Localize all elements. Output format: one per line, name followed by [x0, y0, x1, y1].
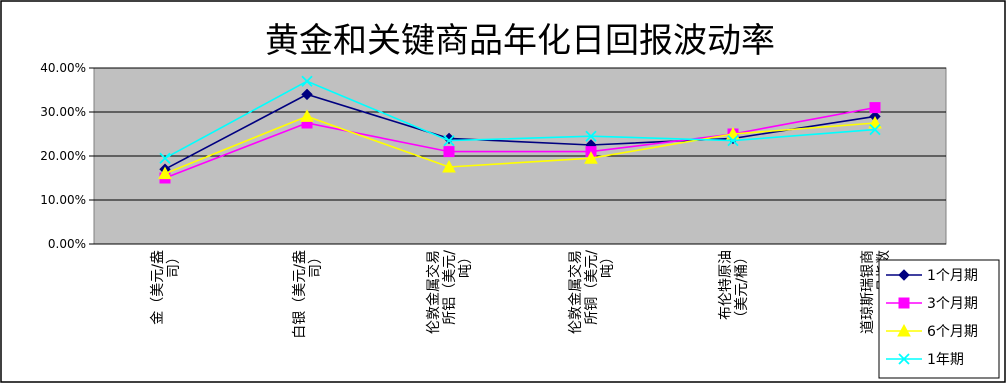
legend-marker-1 — [898, 269, 910, 281]
data-point — [868, 115, 882, 129]
legend-label-2: 3个月期 — [927, 296, 978, 312]
legend-label-3: 6个月期 — [927, 324, 978, 340]
marker-stroke — [869, 123, 881, 136]
marker-stroke — [585, 130, 597, 142]
marker-stroke — [443, 134, 455, 147]
data-point — [442, 159, 456, 173]
series-line-2 — [164, 106, 876, 179]
data-point — [584, 151, 598, 164]
data-point — [585, 130, 597, 142]
legend-label-1: 1个月期 — [927, 268, 978, 284]
x-tick-label: 伦敦金属交易 所铜（美元/吨） — [567, 250, 616, 334]
data-point — [300, 109, 314, 122]
legend-marker-3 — [897, 323, 911, 337]
x-tick-label-line: 布伦特原油 — [718, 250, 734, 320]
data-point — [301, 88, 313, 101]
legend-marker-4 — [898, 353, 910, 365]
x-tick-label-line: 所铝（美元/ — [442, 250, 458, 325]
x-tick-label-line: 伦敦金属交易 — [425, 250, 442, 334]
x-tick-label-line: 所铜（美元/ — [584, 250, 600, 325]
data-point — [443, 134, 455, 147]
marker-stroke — [301, 75, 313, 87]
y-tick-label: 30.00% — [40, 105, 86, 119]
legend-marker-2 — [898, 297, 910, 309]
y-tick-label: 40.00% — [40, 61, 86, 75]
series-line-1 — [164, 93, 876, 170]
series-layer — [158, 75, 882, 184]
series-line-4 — [164, 80, 876, 159]
x-tick-label-line: 吨） — [458, 250, 474, 278]
y-tick-label: 10.00% — [40, 193, 86, 207]
data-point — [301, 75, 313, 87]
x-tick-label-line: 道琼斯瑞银商 — [860, 250, 876, 334]
x-tick-label-line: 白银（美元/盎 — [292, 250, 308, 339]
x-tick-label-line: 金（美元/盎 — [150, 250, 166, 325]
x-tick-label-line: 司） — [166, 250, 182, 278]
x-tick-label-line: 吨） — [600, 250, 616, 278]
legend-label-4: 1年期 — [927, 352, 964, 368]
data-point — [869, 123, 881, 136]
chart-legend: 1个月期 3个月期 6个月期 1年期 — [878, 259, 1000, 379]
x-tick-labels: 金（美元/盎 司） 白银（美元/盎 司） 伦敦金属交易 所铝（美元/吨） 伦敦金属交易 所铜（… — [150, 250, 892, 339]
marker-stroke — [727, 134, 739, 147]
x-tick-label-line: 司） — [308, 250, 324, 278]
data-point — [869, 102, 881, 114]
x-tick-label: 布伦特原油 （美元/桶） — [718, 250, 750, 325]
y-tick-label: 0.00% — [48, 237, 86, 251]
series-line-3 — [164, 115, 876, 175]
data-point — [443, 146, 455, 158]
grid-layer — [89, 67, 946, 245]
marker-stroke — [159, 152, 171, 164]
data-point — [158, 166, 172, 180]
legend-items: 1个月期 3个月期 6个月期 1年期 — [886, 268, 978, 368]
y-tick-label: 20.00% — [40, 149, 86, 163]
marker-stroke — [898, 353, 910, 365]
data-point — [159, 152, 171, 164]
chart-title: 黄金和关键商品年化日回报波动率 — [265, 21, 775, 61]
data-point — [726, 126, 740, 140]
x-tick-label: 白银（美元/盎 司） — [292, 250, 324, 339]
y-tick-labels: 0.00% 10.00% 20.00% 30.00% 40.00% — [40, 61, 86, 251]
x-tick-label: 伦敦金属交易 所铝（美元/吨） — [425, 250, 474, 334]
data-point — [727, 134, 739, 147]
x-tick-label-line: （美元/桶） — [734, 250, 750, 325]
x-tick-label-line: 伦敦金属交易 — [567, 250, 584, 334]
x-tick-label: 金（美元/盎 司） — [150, 250, 182, 325]
